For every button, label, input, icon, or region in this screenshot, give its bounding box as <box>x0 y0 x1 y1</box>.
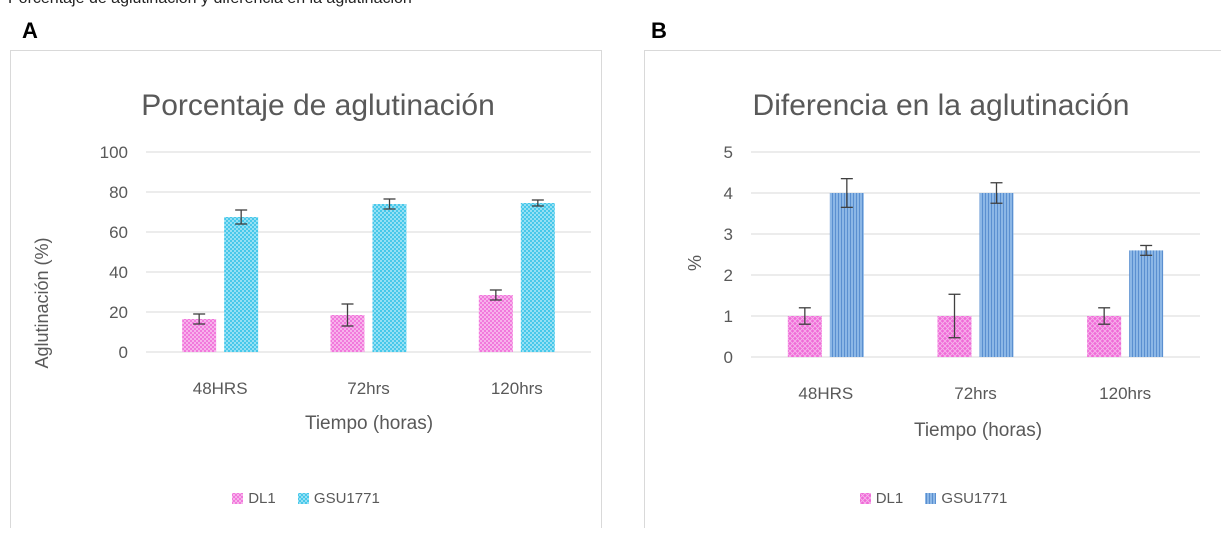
bar-gsu1771-72hrs <box>372 204 407 352</box>
y-tick-label: 2 <box>724 266 733 285</box>
chart-panel-a: Porcentaje de aglutinación 0 20 40 60 80 100 … <box>10 50 602 528</box>
y-tick-label: 40 <box>109 263 128 282</box>
error-bar-dl1-72hrs <box>341 303 354 327</box>
legend: DL1 GSU1771 <box>11 490 601 508</box>
x-tick-label: 120hrs <box>491 379 543 398</box>
legend-item-gsu1771: GSU1771 <box>297 490 380 507</box>
y-tick-label: 20 <box>109 303 128 322</box>
y-tick-label: 4 <box>724 184 733 203</box>
y-grid <box>751 151 1200 358</box>
bar-gsu1771-120hrs <box>1129 250 1164 357</box>
legend-swatch-dl1 <box>859 493 871 504</box>
bar-dl1-120hrs <box>478 295 513 352</box>
legend-item-dl1: DL1 <box>859 490 904 507</box>
error-bar-gsu1771-48hrs <box>235 209 248 225</box>
legend-label-dl1: DL1 <box>248 490 276 507</box>
y-tick-label: 1 <box>724 307 733 326</box>
y-tick-label: 5 <box>724 143 733 162</box>
chart-title: Diferencia en la aglutinación <box>753 89 1130 122</box>
legend-label-dl1: DL1 <box>875 490 904 507</box>
x-tick-label: 120hrs <box>1099 384 1151 403</box>
clipped-caption: Porcentaje de aglutinación y diferencia … <box>8 0 412 8</box>
bars <box>787 193 1164 357</box>
y-grid <box>146 151 591 353</box>
x-axis-label: Tiempo (horas) <box>914 420 1042 441</box>
error-bar-gsu1771-48hrs <box>840 178 853 209</box>
error-bar-dl1-120hrs <box>489 289 502 301</box>
y-axis-label: % <box>685 255 705 271</box>
x-axis-label: Tiempo (horas) <box>305 413 433 434</box>
y-axis-label: Aglutinación (%) <box>32 237 52 368</box>
error-bar-dl1-48hrs <box>798 307 811 325</box>
legend-label-gsu1771: GSU1771 <box>941 490 1008 507</box>
x-tick-labels: 48HRS 72hrs 120hrs <box>798 384 1151 403</box>
bar-gsu1771-72hrs <box>979 193 1014 357</box>
bar-gsu1771-120hrs <box>520 203 555 352</box>
error-bars <box>193 198 544 327</box>
legend-swatch-dl1 <box>232 493 244 504</box>
error-bar-dl1-72hrs <box>948 293 961 339</box>
legend-label-gsu1771: GSU1771 <box>313 490 380 507</box>
y-tick-label: 80 <box>109 183 128 202</box>
chart-b-canvas: Diferencia en la aglutinación 0 1 2 3 4 5 48H… <box>685 89 1200 441</box>
y-tick-label: 100 <box>100 143 128 162</box>
error-bar-gsu1771-120hrs <box>531 199 544 207</box>
bar-gsu1771-48hrs <box>224 217 259 352</box>
y-tick-label: 3 <box>724 225 733 244</box>
x-tick-label: 72hrs <box>954 384 997 403</box>
y-tick-labels: 0 1 2 3 4 5 <box>724 143 733 367</box>
error-bars <box>798 178 1153 339</box>
y-tick-label: 60 <box>109 223 128 242</box>
x-tick-label: 48HRS <box>193 379 248 398</box>
error-bar-dl1-120hrs <box>1098 307 1111 325</box>
legend: DL1 GSU1771 <box>645 490 1221 508</box>
x-tick-label: 72hrs <box>347 379 390 398</box>
panel-label-b: B <box>651 18 667 43</box>
legend-swatch-gsu1771 <box>925 493 937 504</box>
legend-item-dl1: DL1 <box>232 490 276 507</box>
chart-panel-b: Diferencia en la aglutinación 0 1 2 3 4 5 48H… <box>644 50 1221 528</box>
chart-title: Porcentaje de aglutinación <box>141 89 495 122</box>
y-tick-label: 0 <box>724 348 733 367</box>
chart-a-canvas: Porcentaje de aglutinación 020406080100 … <box>32 89 591 434</box>
legend-item-gsu1771: GSU1771 <box>925 490 1007 507</box>
error-bar-gsu1771-72hrs <box>383 198 396 210</box>
error-bar-gsu1771-120hrs <box>1140 244 1153 256</box>
bar-gsu1771-48hrs <box>829 193 864 357</box>
x-tick-labels: 48HRS 72hrs 120hrs <box>193 379 543 398</box>
legend-swatch-gsu1771 <box>297 493 309 504</box>
y-tick-label: 0 <box>119 343 128 362</box>
error-bar-dl1-48hrs <box>193 313 206 325</box>
x-tick-label: 48HRS <box>798 384 853 403</box>
bars <box>182 203 555 352</box>
error-bar-gsu1771-72hrs <box>990 182 1003 204</box>
panel-label-a: A <box>22 18 38 43</box>
y-tick-labels: 0 20 40 60 80 100 <box>100 143 128 362</box>
